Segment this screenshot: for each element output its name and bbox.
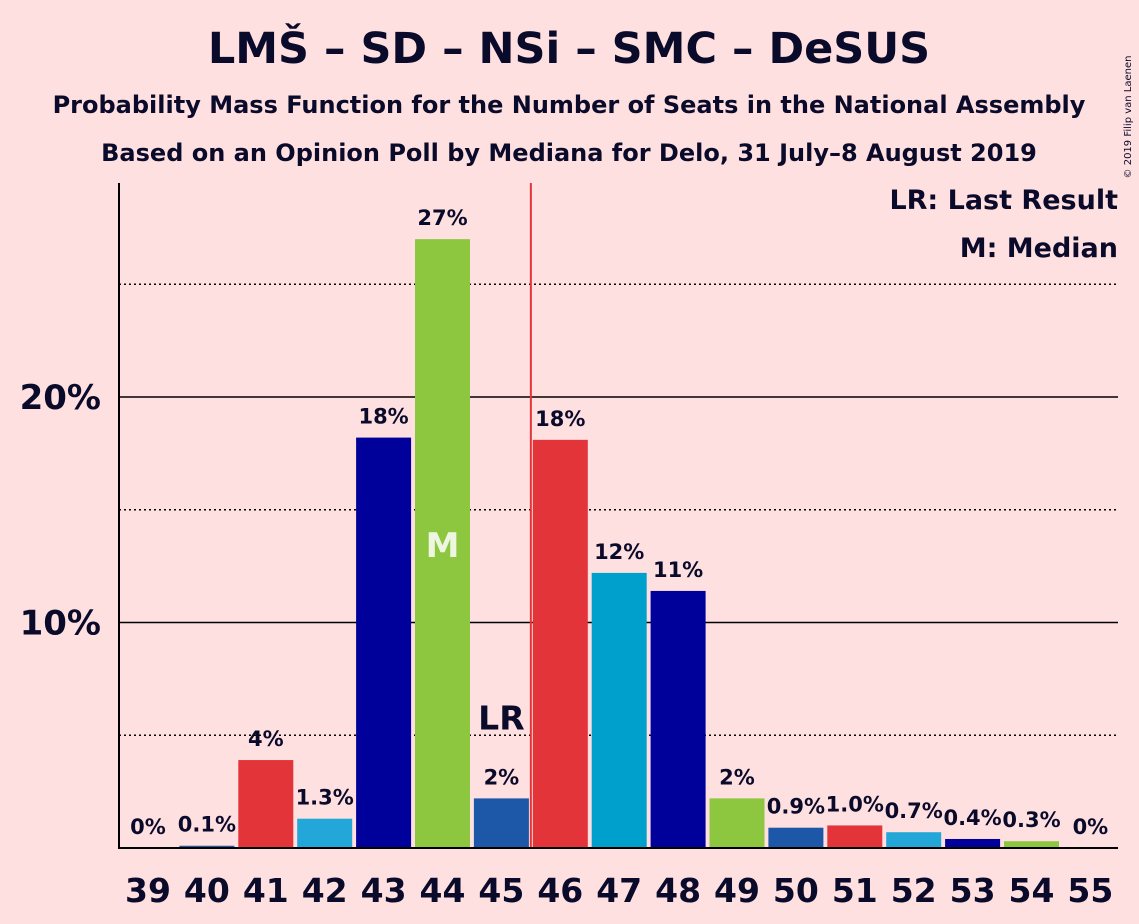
bar [179, 845, 235, 848]
bar-labels: 0% 0.1%4%1.3%18%27%2%18%12%11%2%0.9% 1.0% 0… [130, 206, 1108, 839]
bar [356, 437, 412, 848]
bar [297, 818, 353, 848]
bar [591, 572, 647, 848]
y-tick-label: 20% [20, 378, 101, 418]
last-result-marker: LR [478, 698, 524, 737]
chart-subtitle: Probability Mass Function for the Number… [53, 91, 1086, 119]
bar-value-label: 18% [535, 407, 585, 431]
bar-value-label: 4% [248, 727, 284, 751]
bar [827, 825, 883, 848]
bar-value-label: 2% [484, 765, 520, 789]
x-tick-label: 41 [243, 871, 289, 910]
bar-value-label: 2% [719, 765, 755, 789]
bar [473, 798, 529, 848]
bar-value-label: 1.0% [826, 792, 884, 816]
bar-value-label: 0.1% [178, 813, 236, 837]
x-tick-label: 48 [655, 871, 701, 910]
x-tick-label: 54 [1009, 871, 1055, 910]
bar [886, 832, 942, 848]
x-tick-label: 49 [714, 871, 760, 910]
x-tick-label: 47 [596, 871, 642, 910]
bar-value-label: 12% [594, 540, 644, 564]
x-tick-label: 50 [773, 871, 819, 910]
bar [650, 590, 706, 848]
bar-value-label: 0.4% [943, 806, 1001, 830]
markers: M LR [426, 183, 532, 848]
y-tick-labels: 10% 20% [20, 378, 101, 644]
x-tick-label: 53 [950, 871, 996, 910]
x-tick-labels: 39 40 41 42 43 44 45 46 47 48 49 50 51 52 53 54 55 [125, 871, 1113, 910]
bar [1004, 841, 1059, 848]
y-tick-label: 10% [20, 604, 101, 644]
median-marker: M [426, 526, 460, 566]
bar-value-label: 0% [130, 815, 166, 839]
x-tick-label: 42 [302, 871, 348, 910]
bar-value-label: 0% [1073, 815, 1109, 839]
chart-subtitle-2: Based on an Opinion Poll by Mediana for … [101, 139, 1037, 167]
x-tick-label: 46 [537, 871, 583, 910]
x-tick-label: 40 [184, 871, 230, 910]
bar [532, 439, 588, 848]
bar-value-label: 1.3% [296, 786, 354, 810]
bar [945, 838, 1001, 848]
bar [415, 239, 470, 848]
copyright-note: © 2019 Filip van Laenen [1123, 56, 1134, 179]
bars [179, 239, 1059, 848]
x-tick-label: 45 [478, 871, 524, 910]
bar [238, 760, 294, 848]
bar [709, 798, 765, 848]
bar-value-label: 11% [653, 558, 703, 582]
bar-value-label: 27% [417, 206, 467, 230]
legend-median: M: Median [960, 233, 1118, 264]
x-tick-label: 43 [361, 871, 407, 910]
x-tick-label: 44 [420, 871, 466, 910]
x-tick-label: 39 [125, 871, 171, 910]
bar-value-label: 0.9% [767, 795, 825, 819]
x-tick-label: 55 [1067, 871, 1113, 910]
bar [768, 827, 824, 848]
x-tick-label: 52 [891, 871, 937, 910]
bar-value-label: 18% [358, 405, 408, 429]
chart-title: LMŠ – SD – NSi – SMC – DeSUS [208, 23, 930, 74]
bar-value-label: 0.3% [1002, 808, 1060, 832]
x-tick-label: 51 [832, 871, 878, 910]
bar-value-label: 0.7% [885, 799, 943, 823]
legend-last-result: LR: Last Result [889, 185, 1118, 216]
